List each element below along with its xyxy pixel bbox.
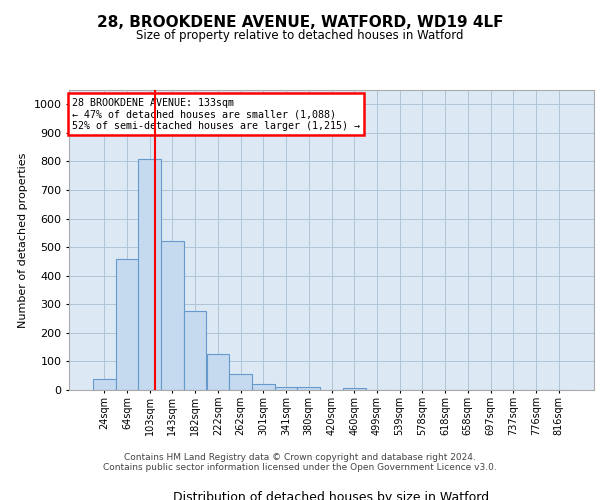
Bar: [343, 388, 365, 390]
Text: 28, BROOKDENE AVENUE, WATFORD, WD19 4LF: 28, BROOKDENE AVENUE, WATFORD, WD19 4LF: [97, 15, 503, 30]
Bar: [206, 354, 229, 390]
Text: 28 BROOKDENE AVENUE: 133sqm
← 47% of detached houses are smaller (1,088)
52% of : 28 BROOKDENE AVENUE: 133sqm ← 47% of det…: [71, 98, 359, 130]
Bar: [116, 258, 139, 390]
Bar: [184, 312, 206, 390]
Bar: [93, 378, 116, 390]
Bar: [161, 242, 184, 390]
Y-axis label: Number of detached properties: Number of detached properties: [18, 152, 28, 328]
Text: Contains public sector information licensed under the Open Government Licence v3: Contains public sector information licen…: [103, 463, 497, 472]
Text: Contains HM Land Registry data © Crown copyright and database right 2024.: Contains HM Land Registry data © Crown c…: [124, 453, 476, 462]
Bar: [229, 374, 252, 390]
Bar: [275, 386, 298, 390]
Bar: [252, 384, 275, 390]
Text: Size of property relative to detached houses in Watford: Size of property relative to detached ho…: [136, 28, 464, 42]
Bar: [139, 158, 161, 390]
Bar: [298, 386, 320, 390]
X-axis label: Distribution of detached houses by size in Watford: Distribution of detached houses by size …: [173, 490, 490, 500]
